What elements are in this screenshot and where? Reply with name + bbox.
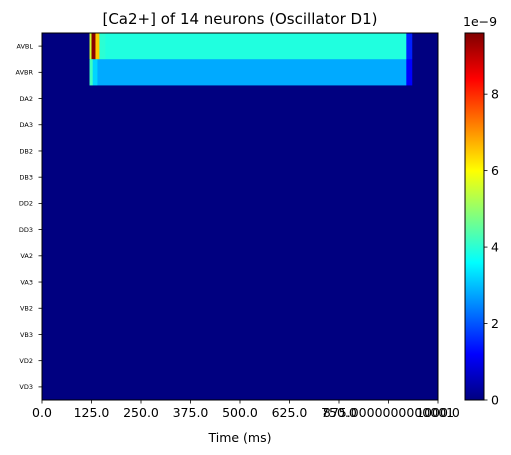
heatmap-cell-avbr xyxy=(42,59,90,86)
colorbar xyxy=(464,32,485,401)
x-axis: 0.0 125.0 250.0 375.0 500.0 625.0 750.0875.000… xyxy=(32,400,460,420)
y-tick-label: VB2 xyxy=(20,305,33,313)
heatmap-cell-avbl xyxy=(89,33,92,60)
heatmap-cell-avbl xyxy=(42,33,90,60)
heatmap-cell-avbr xyxy=(406,59,413,86)
heatmap-cell-va3 xyxy=(42,268,439,296)
x-tick-label: 375.0 xyxy=(173,405,209,420)
y-tick-label: DD2 xyxy=(19,200,33,208)
heatmap-cell-avbr xyxy=(97,59,407,86)
y-tick-label: VB3 xyxy=(20,331,33,339)
x-axis-label: Time (ms) xyxy=(207,430,271,445)
heatmap-cell-avbl xyxy=(412,33,439,60)
heatmap-cell-avbl xyxy=(91,33,96,60)
colorbar-tick-label: 4 xyxy=(491,240,499,255)
y-tick-label: AVBR xyxy=(16,69,34,77)
x-tick-label: 750.0 xyxy=(321,405,357,420)
y-tick-label: DA3 xyxy=(20,121,33,129)
y-tick-label: VA3 xyxy=(20,278,33,286)
heatmap-cell-avbl xyxy=(99,33,106,60)
colorbar-ticks: 0 2 4 6 8 xyxy=(484,87,499,408)
heatmap-cell-avbr xyxy=(89,59,94,86)
x-tick-label: 250.0 xyxy=(123,405,159,420)
heatmap-cell-avbl xyxy=(105,33,407,60)
colorbar-tick-label: 0 xyxy=(491,393,499,408)
colorbar-tick-label: 8 xyxy=(491,87,499,102)
y-tick-label: VA2 xyxy=(20,252,33,260)
heatmap-cell-vd2 xyxy=(42,347,439,375)
y-tick-label: AVBL xyxy=(16,42,33,50)
heatmap-cells xyxy=(42,33,439,401)
heatmap-cell-db3 xyxy=(42,164,439,191)
y-tick-label: DD3 xyxy=(19,226,33,234)
x-tick-label: 500.0 xyxy=(222,405,258,420)
heatmap-cell-va2 xyxy=(42,242,439,270)
heatmap-cell-dd3 xyxy=(42,216,439,244)
heatmap-cell-dd2 xyxy=(42,190,439,217)
heatmap-cell-avbr xyxy=(412,59,439,86)
heatmap-cell-avbl xyxy=(95,33,100,60)
x-tick-label: 0.0 xyxy=(32,405,52,420)
heatmap-cell-avbr xyxy=(92,59,98,86)
y-tick-label: DA2 xyxy=(20,95,33,103)
colorbar-tick-label: 2 xyxy=(491,316,499,331)
heatmap-cell-vd3 xyxy=(42,373,439,401)
x-tick-label: 1000.0 xyxy=(416,405,460,420)
heatmap-cell-vb3 xyxy=(42,321,439,348)
x-tick-label: 875.0000000000001 xyxy=(323,405,454,420)
heatmap-cell-db2 xyxy=(42,137,439,165)
x-tick-label: 625.0 xyxy=(272,405,308,420)
chart-title: [Ca2+] of 14 neurons (Oscillator D1) xyxy=(102,10,377,28)
heatmap-cell-vb2 xyxy=(42,295,439,322)
y-tick-label: VD3 xyxy=(19,383,33,391)
y-tick-label: VD2 xyxy=(19,357,33,365)
x-tick-label: 125.0 xyxy=(74,405,110,420)
y-axis: AVBL AVBR DA2 DA3 DB2 DB3 DD2 DD3 VA2 VA3 VB2 VB3 VD… xyxy=(16,42,42,391)
heatmap-cell-avbl xyxy=(406,33,413,60)
colorbar-exponent: 1e−9 xyxy=(463,14,497,29)
heatmap-cell-da3 xyxy=(42,111,439,139)
heatmap-cell-da2 xyxy=(42,85,439,113)
colorbar-tick-label: 6 xyxy=(491,163,499,178)
y-tick-label: DB3 xyxy=(19,173,33,181)
y-tick-label: DB2 xyxy=(19,147,33,155)
